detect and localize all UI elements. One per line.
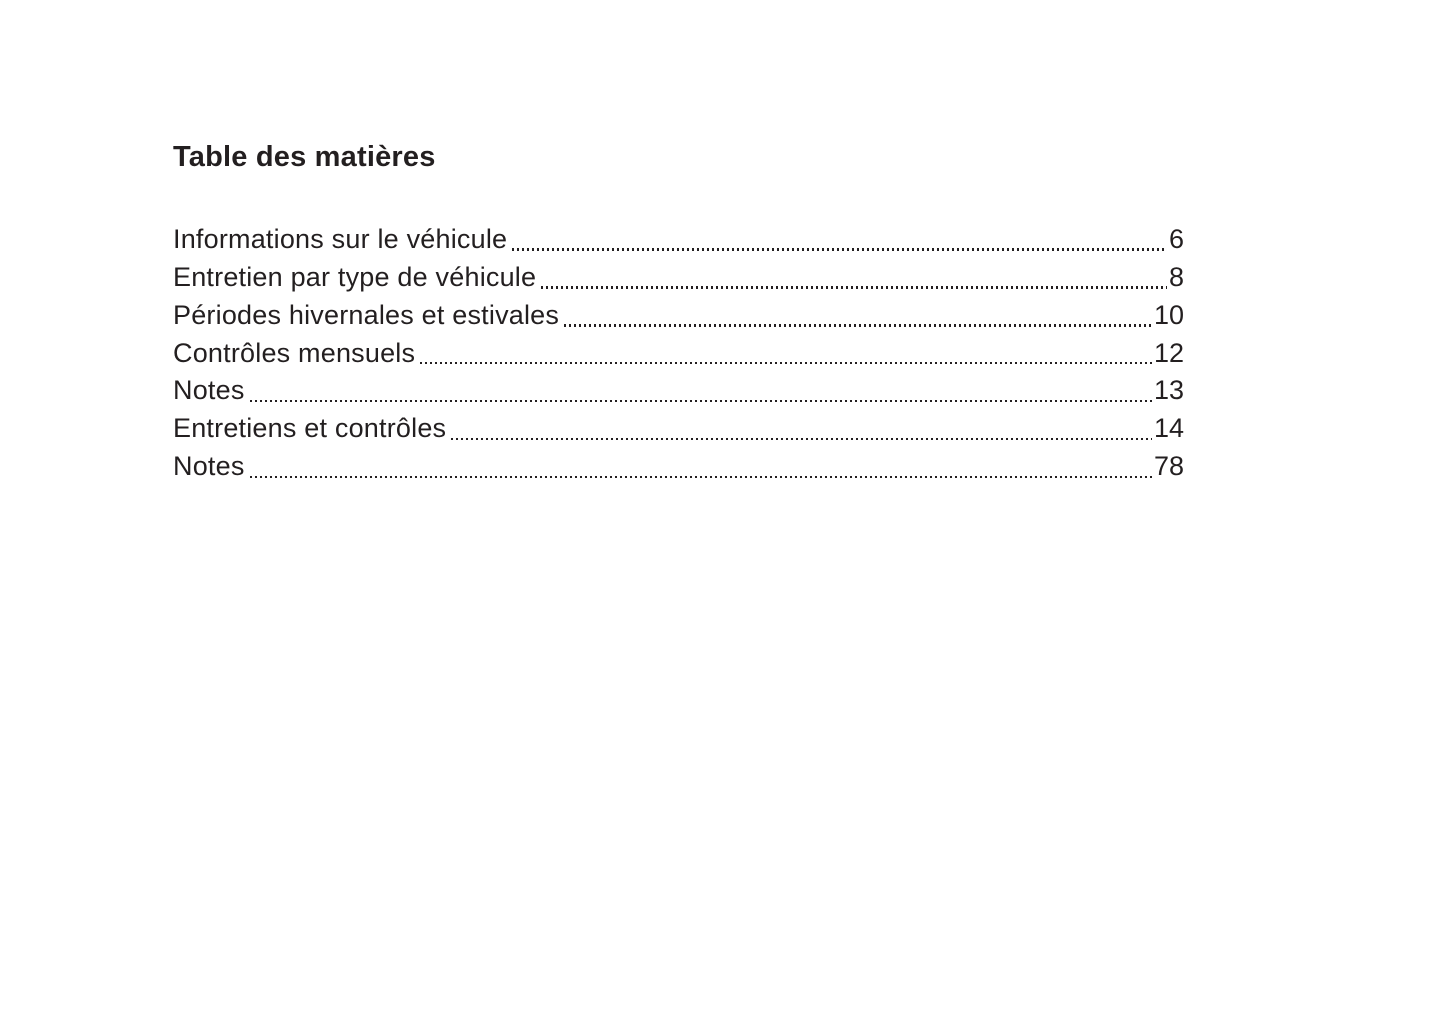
dot-leader xyxy=(564,297,1152,335)
toc-entry-label: Entretiens et contrôles xyxy=(173,413,447,444)
toc-entry-label: Notes xyxy=(173,451,245,482)
toc-entry-page: 78 xyxy=(1153,451,1184,482)
dot-leader xyxy=(541,259,1167,297)
toc-row: Informations sur le véhicule 6 xyxy=(173,221,1184,259)
toc-entry-page: 8 xyxy=(1168,261,1184,292)
toc-entry-page: 13 xyxy=(1153,375,1184,406)
toc-entry-page: 6 xyxy=(1168,223,1184,254)
toc-row: Notes 78 xyxy=(173,448,1184,486)
toc-entry-label: Notes xyxy=(173,375,245,406)
dot-leader xyxy=(512,221,1167,259)
dot-leader xyxy=(451,410,1152,448)
dot-leader xyxy=(249,372,1153,410)
toc-entry-label: Contrôles mensuels xyxy=(173,337,416,368)
toc-entry-label: Entretien par type de véhicule xyxy=(173,261,537,292)
toc-entry-page: 10 xyxy=(1153,299,1184,330)
toc-list: Informations sur le véhicule 6 Entretien… xyxy=(173,221,1184,486)
toc-entry-page: 14 xyxy=(1153,413,1184,444)
toc-row: Entretiens et contrôles 14 xyxy=(173,410,1184,448)
toc-row: Contrôles mensuels 12 xyxy=(173,335,1184,373)
dot-leader xyxy=(249,448,1153,486)
toc-row: Notes 13 xyxy=(173,372,1184,410)
dot-leader xyxy=(420,335,1152,373)
page-title: Table des matières xyxy=(173,141,436,173)
toc-entry-page: 12 xyxy=(1153,337,1184,368)
toc-entry-label: Informations sur le véhicule xyxy=(173,223,508,254)
toc-entry-label: Périodes hivernales et estivales xyxy=(173,299,560,330)
toc-content: Table des matières Informations sur le v… xyxy=(0,0,1445,486)
toc-row: Entretien par type de véhicule 8 xyxy=(173,259,1184,297)
toc-row: Périodes hivernales et estivales 10 xyxy=(173,297,1184,335)
